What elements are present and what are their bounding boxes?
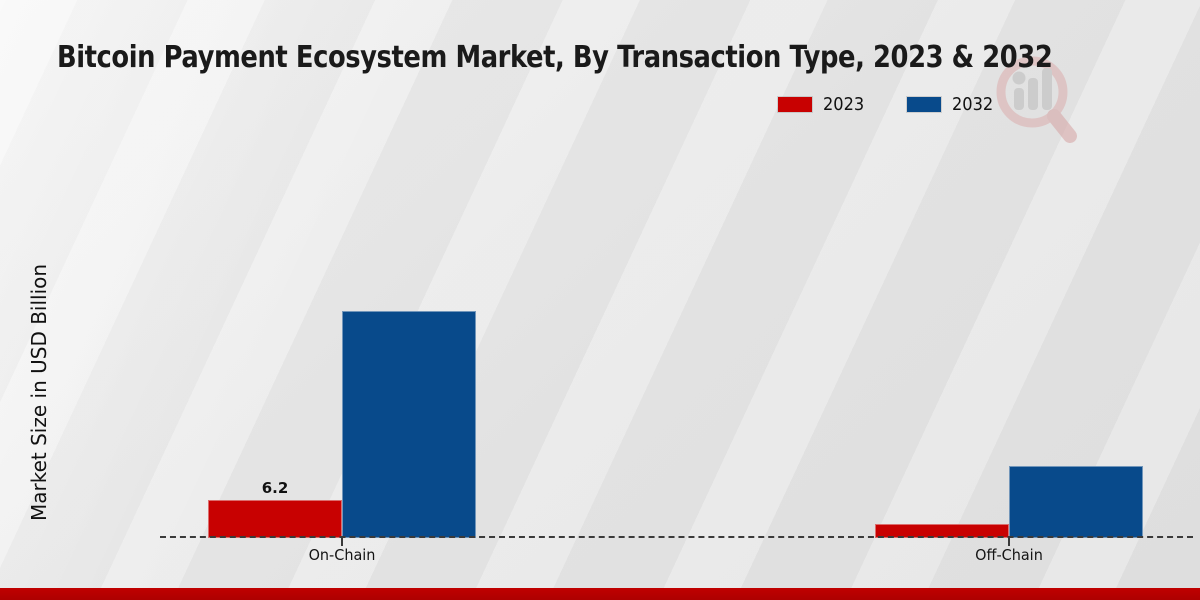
legend-label-2032: 2032 xyxy=(951,94,994,115)
legend-item-2023: 2023 xyxy=(778,94,869,115)
x-axis-baseline xyxy=(160,536,1193,538)
bar-2032-on-chain xyxy=(342,311,476,538)
footer-band xyxy=(0,588,1200,600)
x-axis-tick-on-chain xyxy=(341,538,343,546)
bar-2032-off-chain xyxy=(1009,466,1143,538)
bar-2023-on-chain xyxy=(208,500,342,538)
legend-label-2023: 2023 xyxy=(823,94,865,115)
legend-swatch-2023 xyxy=(778,97,812,112)
x-axis-tick-off-chain xyxy=(1008,538,1010,546)
category-label-off-chain: Off-Chain xyxy=(975,546,1043,564)
legend: 2023 2032 xyxy=(778,94,998,115)
chart-title: Bitcoin Payment Ecosystem Market, By Tra… xyxy=(57,40,1053,75)
category-label-on-chain: On-Chain xyxy=(308,546,376,564)
bar-2023-off-chain xyxy=(875,524,1009,538)
legend-swatch-2032 xyxy=(906,97,941,112)
watermark-logo-icon xyxy=(990,52,1085,147)
value-label-2023-on-chain: 6.2 xyxy=(261,479,289,497)
legend-item-2032: 2032 xyxy=(906,94,998,115)
